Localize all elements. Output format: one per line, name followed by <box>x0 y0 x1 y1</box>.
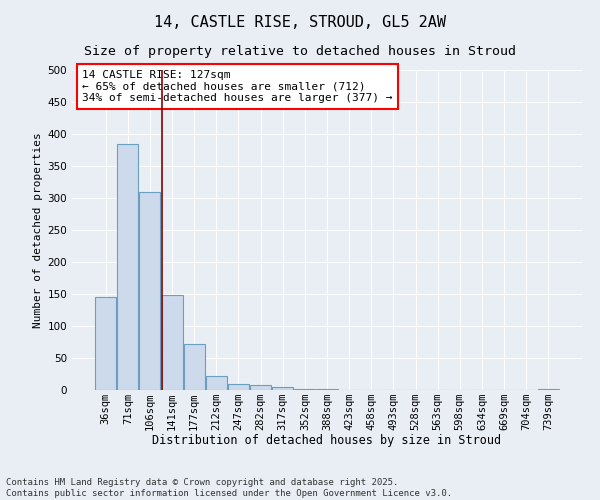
Text: Size of property relative to detached houses in Stroud: Size of property relative to detached ho… <box>84 45 516 58</box>
Bar <box>118 144 139 390</box>
Bar <box>139 192 160 390</box>
Bar <box>295 388 316 390</box>
Y-axis label: Number of detached properties: Number of detached properties <box>33 132 43 328</box>
Bar <box>250 385 271 390</box>
X-axis label: Distribution of detached houses by size in Stroud: Distribution of detached houses by size … <box>152 434 502 448</box>
Bar <box>184 344 205 390</box>
Bar <box>228 384 249 390</box>
Bar <box>272 388 293 390</box>
Bar <box>206 376 227 390</box>
Bar <box>95 297 116 390</box>
Bar <box>161 296 182 390</box>
Text: 14 CASTLE RISE: 127sqm
← 65% of detached houses are smaller (712)
34% of semi-de: 14 CASTLE RISE: 127sqm ← 65% of detached… <box>82 70 392 103</box>
Text: 14, CASTLE RISE, STROUD, GL5 2AW: 14, CASTLE RISE, STROUD, GL5 2AW <box>154 15 446 30</box>
Text: Contains HM Land Registry data © Crown copyright and database right 2025.
Contai: Contains HM Land Registry data © Crown c… <box>6 478 452 498</box>
